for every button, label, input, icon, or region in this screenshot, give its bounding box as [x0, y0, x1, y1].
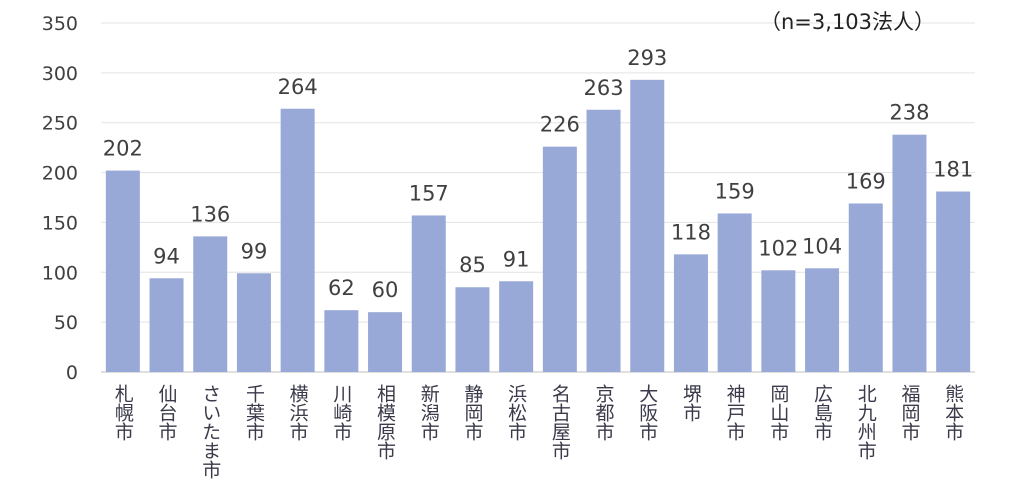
- bar-名古屋市: [542, 146, 577, 372]
- bar-広島市: [805, 268, 840, 372]
- bar-岡山市: [761, 270, 796, 372]
- bar-大阪市: [630, 79, 665, 372]
- bar-堺市: [673, 254, 708, 372]
- x-tick-label: 横浜市: [286, 384, 309, 441]
- bar-横浜市: [280, 108, 315, 373]
- x-tick-label: 札幌市: [111, 384, 134, 441]
- data-label: 293: [627, 46, 667, 70]
- data-label: 238: [889, 101, 929, 125]
- data-label: 99: [241, 239, 268, 263]
- data-label: 91: [503, 247, 530, 271]
- y-tick-label: 200: [42, 163, 78, 185]
- x-tick-label: 福岡市: [898, 384, 921, 441]
- data-label: 94: [153, 244, 180, 268]
- y-tick-label: 150: [42, 212, 78, 234]
- data-label: 157: [409, 181, 449, 205]
- y-tick-label: 300: [42, 63, 78, 85]
- data-label: 226: [540, 113, 580, 137]
- x-tick-label: 広島市: [811, 384, 834, 441]
- x-tick-label: 浜松市: [505, 384, 528, 441]
- x-tick-label: 京都市: [592, 384, 615, 441]
- x-tick-label: さいたま市: [199, 384, 222, 479]
- x-tick-label: 岡山市: [767, 384, 790, 441]
- y-tick-label: 100: [42, 262, 78, 284]
- bar-京都市: [586, 109, 621, 372]
- data-label: 159: [715, 179, 755, 203]
- x-tick-label: 神戸市: [723, 384, 746, 441]
- data-label: 102: [758, 236, 798, 260]
- data-label: 264: [278, 75, 318, 99]
- bar-さいたま市: [193, 236, 228, 372]
- data-label: 104: [802, 234, 842, 258]
- bar-北九州市: [848, 203, 883, 372]
- y-tick-label: 0: [66, 362, 78, 384]
- bar-福岡市: [892, 134, 927, 372]
- x-tick-label: 熊本市: [942, 384, 965, 441]
- bar-新潟市: [411, 215, 446, 372]
- sample-size-note: （n=3,103法人）: [760, 10, 936, 34]
- bar-神戸市: [717, 213, 752, 372]
- data-label: 85: [459, 253, 486, 277]
- bar-千葉市: [236, 273, 271, 372]
- x-tick-label: 大阪市: [636, 384, 659, 441]
- x-tick-label: 相模原市: [374, 384, 397, 460]
- x-tick-label: 新潟市: [417, 384, 440, 441]
- data-label: 62: [328, 276, 355, 300]
- x-tick-label: 千葉市: [242, 384, 265, 441]
- bar-熊本市: [936, 191, 971, 372]
- x-tick-label: 静岡市: [461, 384, 484, 441]
- bar-浜松市: [499, 281, 534, 372]
- data-label: 263: [584, 76, 624, 100]
- x-tick-label: 北九州市: [854, 384, 877, 460]
- bar-札幌市: [105, 170, 140, 372]
- data-label: 169: [846, 169, 886, 193]
- bar-相模原市: [368, 312, 403, 372]
- bar-川崎市: [324, 310, 359, 372]
- data-label: 136: [190, 202, 230, 226]
- bar-仙台市: [149, 278, 184, 372]
- x-tick-label: 川崎市: [330, 384, 353, 441]
- data-label: 202: [103, 137, 143, 161]
- bar-静岡市: [455, 287, 490, 372]
- x-tick-label: 堺市: [679, 384, 702, 422]
- x-tick-label: 名古屋市: [548, 384, 571, 460]
- y-tick-label: 250: [42, 113, 78, 135]
- x-tick-label: 仙台市: [155, 384, 178, 441]
- y-tick-label: 350: [42, 13, 78, 35]
- y-tick-label: 50: [54, 312, 78, 334]
- data-label: 118: [671, 220, 711, 244]
- data-label: 181: [933, 158, 973, 182]
- data-label: 60: [372, 278, 399, 302]
